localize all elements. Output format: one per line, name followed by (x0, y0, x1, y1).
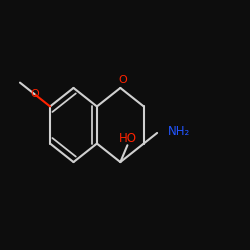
Text: O: O (30, 89, 39, 99)
Text: O: O (118, 75, 127, 85)
Text: NH₂: NH₂ (168, 125, 190, 138)
Text: HO: HO (118, 132, 136, 145)
